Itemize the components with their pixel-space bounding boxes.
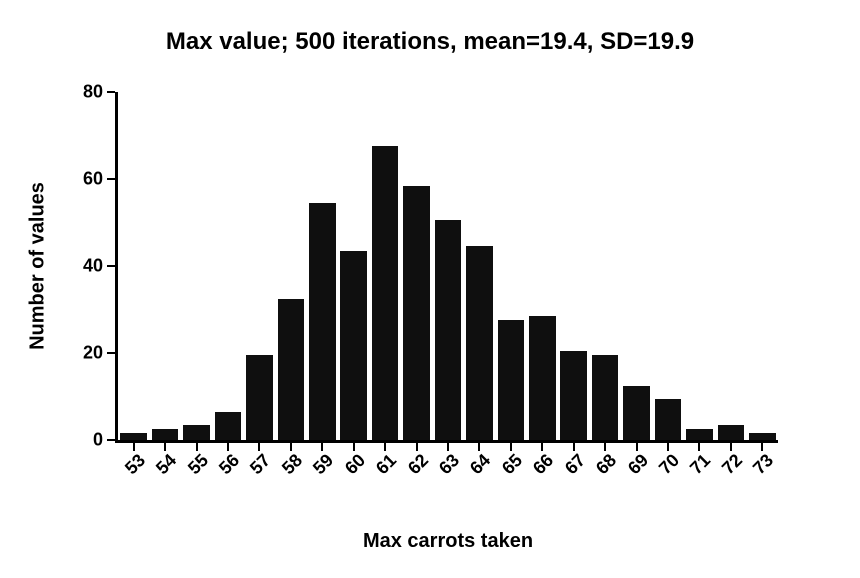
- x-tick-label: 58: [278, 450, 307, 479]
- x-tick-label: 67: [561, 450, 590, 479]
- x-tick-label: 59: [309, 450, 338, 479]
- x-tick-label: 71: [686, 450, 715, 479]
- x-tick-label: 56: [215, 450, 244, 479]
- bar: [655, 399, 682, 440]
- y-axis-label: Number of values: [27, 182, 50, 350]
- x-tick-label: 64: [466, 450, 495, 479]
- y-tick: [107, 265, 115, 267]
- y-tick-label: 60: [83, 169, 103, 190]
- x-tick-label: 54: [152, 450, 181, 479]
- x-tick-label: 73: [749, 450, 778, 479]
- bar: [686, 429, 713, 440]
- y-tick-label: 80: [83, 82, 103, 103]
- x-tick-label: 70: [655, 450, 684, 479]
- y-axis: [115, 92, 118, 443]
- bar: [340, 251, 367, 440]
- bar: [403, 186, 430, 440]
- bar: [152, 429, 179, 440]
- bar: [623, 386, 650, 440]
- bar: [592, 355, 619, 440]
- x-axis-label: Max carrots taken: [363, 530, 533, 553]
- x-tick-label: 57: [246, 450, 275, 479]
- y-tick-label: 40: [83, 256, 103, 277]
- x-tick-label: 55: [183, 450, 212, 479]
- x-tick-label: 61: [372, 450, 401, 479]
- bar: [183, 425, 210, 440]
- bar: [435, 220, 462, 440]
- bar: [529, 316, 556, 440]
- x-tick-label: 53: [121, 450, 150, 479]
- x-tick-label: 60: [341, 450, 370, 479]
- y-tick-label: 0: [93, 430, 103, 451]
- chart-title: Max value; 500 iterations, mean=19.4, SD…: [0, 28, 860, 56]
- x-tick-label: 72: [718, 450, 747, 479]
- x-tick-label: 66: [529, 450, 558, 479]
- x-tick-label: 63: [435, 450, 464, 479]
- bar: [466, 246, 493, 440]
- plot-area: [118, 92, 778, 440]
- y-tick: [107, 178, 115, 180]
- bar: [278, 299, 305, 440]
- bar: [309, 203, 336, 440]
- histogram-chart: Max value; 500 iterations, mean=19.4, SD…: [0, 0, 860, 578]
- y-tick: [107, 352, 115, 354]
- bar: [560, 351, 587, 440]
- bar: [215, 412, 242, 440]
- x-tick-label: 68: [592, 450, 621, 479]
- bar: [718, 425, 745, 440]
- bar: [372, 146, 399, 440]
- bar: [246, 355, 273, 440]
- x-tick-label: 62: [403, 450, 432, 479]
- y-tick: [107, 439, 115, 441]
- y-tick: [107, 91, 115, 93]
- y-tick-label: 20: [83, 343, 103, 364]
- bar: [498, 320, 525, 440]
- x-tick-label: 65: [498, 450, 527, 479]
- x-tick-label: 69: [623, 450, 652, 479]
